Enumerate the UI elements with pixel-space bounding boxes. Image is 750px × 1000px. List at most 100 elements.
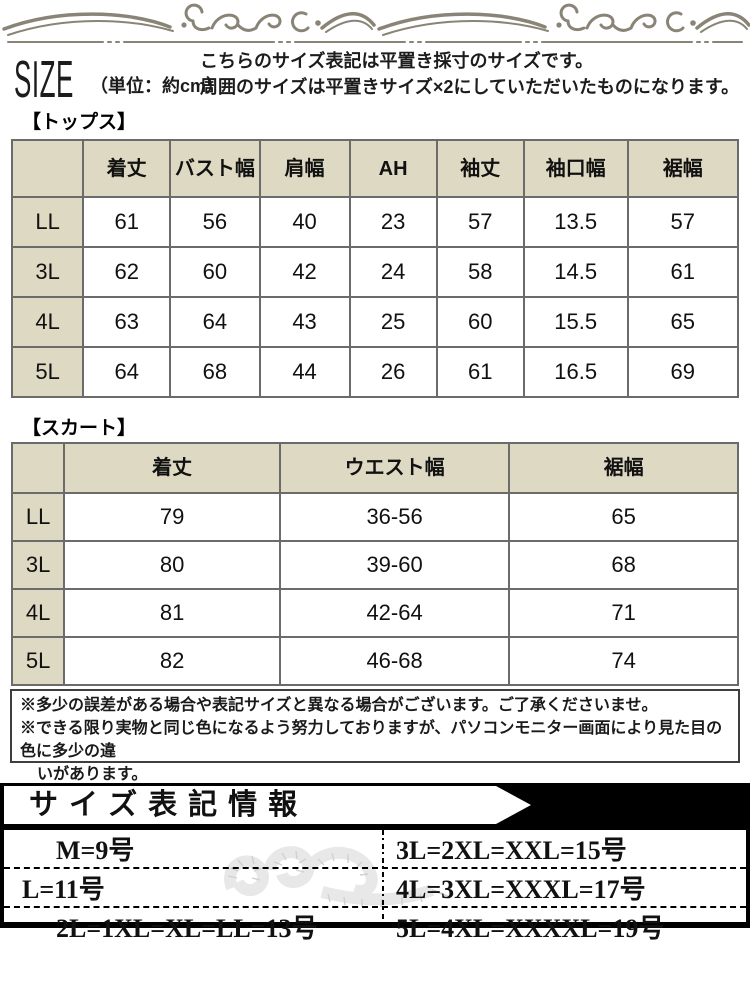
skirt-header-row: 着丈 ウエスト幅 裾幅 (10, 442, 739, 494)
note-line: ※多少の誤差がある場合や表記サイズと異なる場合がございます。ご了承くださいませ。 (20, 697, 658, 714)
measurement-cell: 25 (348, 296, 438, 348)
size-info-banner: サイズ表記情報 (4, 786, 531, 824)
column-header-cell: 袖丈 (435, 139, 525, 198)
size-description-line: こちらのサイズ表記は平置き採寸のサイズです。 (200, 51, 594, 71)
size-equivalence-left: L=11号 (22, 875, 105, 904)
measurement-cell: 14.5 (522, 246, 629, 298)
size-equivalence-right: 3L=2XL=XXL=15号 (396, 836, 627, 865)
measurement-cell: 57 (626, 196, 740, 248)
measurement-cell: 61 (82, 196, 172, 248)
size-label-cell: LL (10, 196, 85, 248)
column-header-cell: 裾幅 (508, 442, 739, 494)
size-label-cell: 4L (10, 296, 85, 348)
column-header-cell: AH (348, 139, 438, 198)
table-row: LL 61 56 40 23 57 13.5 57 (10, 196, 740, 248)
table-row: 4L 81 42-64 71 (10, 588, 739, 638)
corner-cell (10, 139, 85, 198)
column-header-cell: 裾幅 (626, 139, 740, 198)
measurement-cell: 23 (348, 196, 438, 248)
size-label-cell: 4L (10, 588, 66, 638)
measurement-cell: 62 (82, 246, 172, 298)
measurement-cell: 64 (82, 346, 172, 398)
table-row: LL 79 36-56 65 (10, 492, 739, 542)
measurement-cell: 57 (435, 196, 525, 248)
table-row: 3L 62 60 42 24 58 14.5 61 (10, 246, 740, 298)
measurement-cell: 36-56 (278, 492, 511, 542)
measurement-cell: 81 (63, 588, 281, 638)
measurement-cell: 61 (626, 246, 740, 298)
measurement-cell: 64 (169, 296, 261, 348)
corner-cell (10, 442, 66, 494)
measurement-cell: 60 (169, 246, 261, 298)
measurement-cell: 65 (508, 492, 739, 542)
measurement-cell: 43 (258, 296, 351, 348)
measurement-cell: 46-68 (278, 636, 511, 686)
measurement-cell: 15.5 (522, 296, 629, 348)
size-info-panel: サイズ表記情報 M=9号 3L=2XL=XXL=15号 L=11 (0, 783, 750, 943)
table-row: 5L 64 68 44 26 61 16.5 69 (10, 346, 740, 398)
size-description-line: 周囲のサイズは平置きサイズ×2にしていただいたものになります。 (200, 77, 740, 97)
measurement-cell: 74 (508, 636, 739, 686)
size-equivalence-row: 2L=1XL=XL=LL=13号 5L=4XL=XXXXL=19号 (4, 906, 746, 945)
size-equivalence-area: M=9号 3L=2XL=XXL=15号 L=11号 4L=3XL=XXXL=17号 2L… (4, 830, 746, 943)
measurement-cell: 44 (258, 346, 351, 398)
notes-box: ※多少の誤差がある場合や表記サイズと異なる場合がございます。ご了承くださいませ。… (10, 689, 740, 783)
tops-header-row: 着丈 バスト幅 肩幅 AH 袖丈 袖口幅 裾幅 (10, 139, 740, 198)
note-line: いがあります。 (37, 766, 148, 783)
size-equivalence-right: 4L=3XL=XXXL=17号 (396, 875, 646, 904)
skirt-size-table: 着丈 ウエスト幅 裾幅 LL 79 36-56 65 3L 80 39-60 68 4L 81 42-6… (10, 442, 739, 686)
measurement-cell: 13.5 (522, 196, 629, 248)
measurement-cell: 40 (258, 196, 351, 248)
measurement-cell: 61 (435, 346, 525, 398)
measurement-cell: 39-60 (278, 540, 511, 590)
size-equivalence-right: 5L=4XL=XXXXL=19号 (396, 914, 665, 943)
table-row: 4L 63 64 43 25 60 15.5 65 (10, 296, 740, 348)
measurement-cell: 79 (63, 492, 281, 542)
size-unit-label: （単位：約cm） (90, 76, 225, 96)
size-description: こちらのサイズ表記は平置き採寸のサイズです。 周囲のサイズは平置きサイズ×2にし… (200, 48, 739, 100)
column-header-cell: ウエスト幅 (278, 442, 511, 494)
table-row: 3L 80 39-60 68 (10, 540, 739, 590)
measurement-cell: 71 (508, 588, 739, 638)
measurement-cell: 65 (626, 296, 740, 348)
table-row: 5L 82 46-68 74 (10, 636, 739, 686)
note-line: ※できる限り実物と同じ色になるよう努力しておりますが、パソコンモニター画面により… (20, 720, 723, 760)
measurement-cell: 68 (169, 346, 261, 398)
column-header-cell: 袖口幅 (522, 139, 629, 198)
measurement-cell: 56 (169, 196, 261, 248)
measurement-cell: 68 (508, 540, 739, 590)
measurement-cell: 58 (435, 246, 525, 298)
measurement-cell: 69 (626, 346, 740, 398)
size-label-cell: 5L (10, 636, 66, 686)
ornament-flourish-icon (0, 2, 750, 48)
column-divider (382, 830, 384, 922)
size-equivalence-left: 2L=1XL=XL=LL=13号 (56, 914, 318, 943)
size-header: SIZE （単位：約cm） こちらのサイズ表記は平置き採寸のサイズです。 周囲の… (14, 46, 740, 106)
measurement-cell: 16.5 (522, 346, 629, 398)
measurement-cell: 24 (348, 246, 438, 298)
measurement-cell: 80 (63, 540, 281, 590)
size-equivalence-row: M=9号 3L=2XL=XXL=15号 (4, 830, 746, 867)
column-header-cell: 着丈 (82, 139, 172, 198)
tops-section-label: 【トップス】 (22, 112, 137, 133)
measurement-cell: 42-64 (278, 588, 511, 638)
size-label-cell: 5L (10, 346, 85, 398)
measurement-cell: 82 (63, 636, 281, 686)
column-header-cell: バスト幅 (169, 139, 261, 198)
size-equivalence-row: L=11号 4L=3XL=XXXL=17号 (4, 867, 746, 906)
size-label-cell: 3L (10, 540, 66, 590)
column-header-cell: 着丈 (63, 442, 281, 494)
size-label-cell: 3L (10, 246, 85, 298)
measuring-tape-icon (224, 846, 451, 908)
measurement-cell: 60 (435, 296, 525, 348)
size-label-cell: LL (10, 492, 66, 542)
skirt-section-label: 【スカート】 (22, 418, 137, 439)
size-info-banner-title: サイズ表記情報 (29, 789, 309, 821)
measurement-cell: 26 (348, 346, 438, 398)
column-header-cell: 肩幅 (258, 139, 351, 198)
measurement-cell: 42 (258, 246, 351, 298)
size-title: SIZE (14, 51, 74, 109)
tops-size-table: 着丈 バスト幅 肩幅 AH 袖丈 袖口幅 裾幅 LL 61 56 40 23 57 13.5 57 3L 62… (10, 139, 740, 398)
measurement-cell: 63 (82, 296, 172, 348)
